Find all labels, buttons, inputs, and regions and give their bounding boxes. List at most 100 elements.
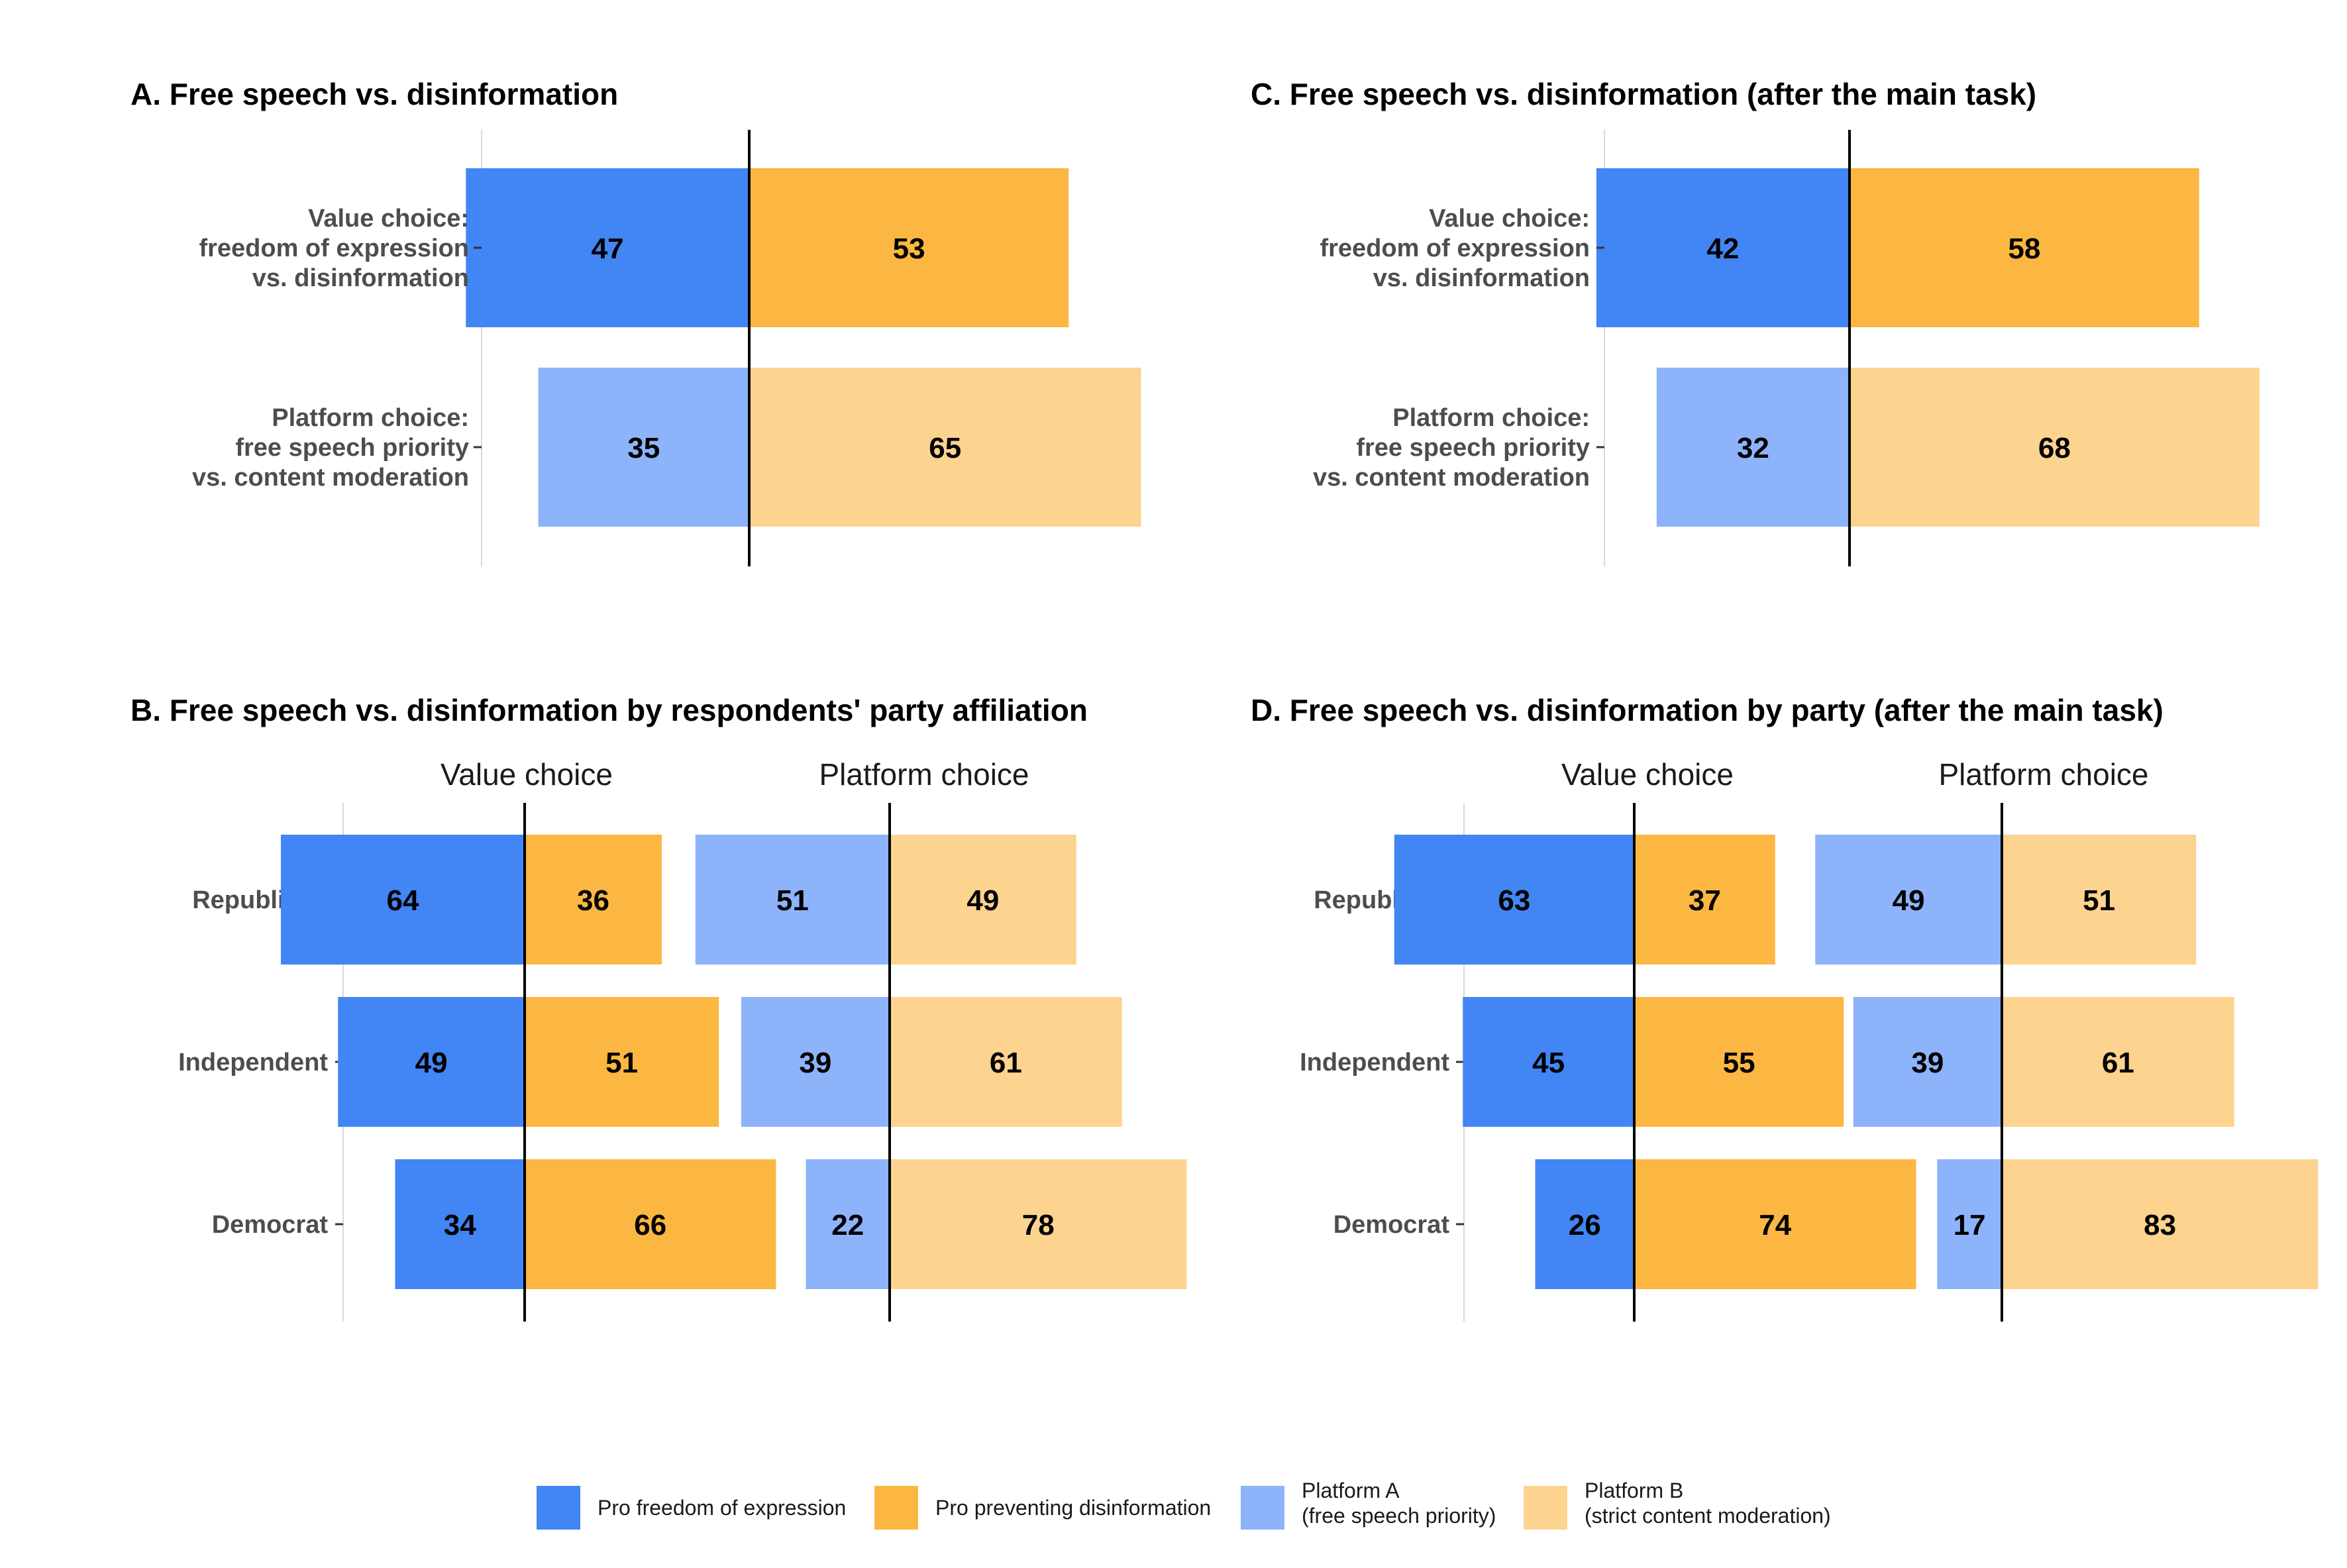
bar-left	[538, 368, 749, 527]
data-label: 34	[444, 1209, 476, 1241]
facet-title: Platform choice	[1938, 757, 2148, 792]
category-label: freedom of expression	[199, 235, 469, 262]
bar-right	[890, 1159, 1187, 1289]
data-label: 42	[1706, 233, 1739, 265]
legend-swatch	[874, 1486, 918, 1530]
data-label: 55	[1723, 1047, 1755, 1079]
facet: Value choice 64 36 49 51 34 66	[281, 757, 776, 1322]
bar-left	[281, 835, 525, 965]
bar-left	[466, 168, 749, 327]
legend-swatch	[1524, 1486, 1567, 1530]
data-label: 45	[1532, 1047, 1565, 1079]
data-label: 63	[1498, 884, 1530, 917]
data-label: 53	[893, 233, 925, 265]
legend-item: Platform A(free speech priority)	[1241, 1479, 1496, 1530]
data-label: 39	[1911, 1047, 1944, 1079]
data-label: 65	[929, 432, 961, 464]
data-label: 22	[831, 1209, 864, 1241]
data-label: 68	[2038, 432, 2071, 464]
category-label: vs. disinformation	[1373, 264, 1590, 292]
data-label: 51	[776, 884, 809, 917]
bar-left	[1853, 997, 2002, 1127]
bar-right	[525, 1159, 776, 1289]
bar-right	[1634, 835, 1775, 965]
bar-right	[2002, 1159, 2319, 1289]
data-label: 61	[2102, 1047, 2134, 1079]
data-label: 35	[627, 432, 660, 464]
facet-title: Platform choice	[819, 757, 1029, 792]
legend-label: Platform A	[1302, 1479, 1400, 1502]
bar-left	[1815, 835, 2002, 965]
bar-right	[749, 168, 1069, 327]
category-label: Platform choice:	[272, 404, 469, 432]
bar-left	[1656, 368, 1850, 527]
legend: Pro freedom of expression Pro preventing …	[537, 1479, 1831, 1530]
panel-title: C. Free speech vs. disinformation (after…	[1251, 77, 2036, 111]
data-label: 51	[2083, 884, 2115, 917]
data-label: 39	[799, 1047, 831, 1079]
bar-right	[890, 835, 1076, 965]
bar-left	[695, 835, 890, 965]
panel-b: B. Free speech vs. disinformation by res…	[130, 693, 1187, 1322]
bar-right	[1634, 997, 1844, 1127]
bar-left	[806, 1159, 890, 1289]
legend-label: Pro preventing disinformation	[935, 1496, 1211, 1520]
bar-left	[741, 997, 890, 1127]
legend-item: Pro freedom of expression	[537, 1486, 846, 1530]
facet-title: Value choice	[441, 757, 613, 792]
data-label: 32	[1737, 432, 1769, 464]
bar-right	[525, 997, 719, 1127]
panel-title: A. Free speech vs. disinformation	[130, 77, 618, 111]
data-label: 49	[1893, 884, 1925, 917]
data-label: 51	[605, 1047, 638, 1079]
category-label: freedom of expression	[1320, 235, 1590, 262]
bar-left	[1535, 1159, 1634, 1289]
panel-title: B. Free speech vs. disinformation by res…	[130, 693, 1088, 727]
category-label: Independent	[178, 1049, 328, 1076]
data-label: 37	[1689, 884, 1721, 917]
category-label: Platform choice:	[1392, 404, 1590, 432]
panel-title: D. Free speech vs. disinformation by par…	[1251, 693, 2164, 727]
category-label: vs. disinformation	[252, 264, 469, 292]
legend-label: (strict content moderation)	[1585, 1504, 1831, 1528]
data-label: 66	[634, 1209, 666, 1241]
facet-title: Value choice	[1561, 757, 1734, 792]
panel-d: D. Free speech vs. disinformation by par…	[1251, 693, 2319, 1322]
facet: Platform choice 49 51 39 61 17 83	[1815, 757, 2319, 1322]
bar-right	[1634, 1159, 1916, 1289]
category-label: Value choice:	[1429, 205, 1590, 233]
category-label: Democrat	[212, 1211, 329, 1239]
legend-label: (free speech priority)	[1302, 1504, 1496, 1528]
legend-item: Platform B(strict content moderation)	[1524, 1479, 1831, 1530]
facet: Value choice 63 37 45 55 26 74	[1394, 757, 1916, 1322]
bar-left	[1937, 1159, 2002, 1289]
data-label: 83	[2144, 1209, 2176, 1241]
panel-a: A. Free speech vs. disinformation 47 53 Val…	[130, 77, 1141, 566]
category-label: free speech priority	[235, 434, 469, 462]
bar-left	[1394, 835, 1634, 965]
data-label: 74	[1759, 1209, 1791, 1241]
bar-right	[890, 997, 1122, 1127]
data-label: 26	[1569, 1209, 1601, 1241]
data-label: 36	[577, 884, 609, 917]
facet: Platform choice 51 49 39 61 22 78	[695, 757, 1187, 1322]
category-label: free speech priority	[1356, 434, 1590, 462]
category-label: Value choice:	[308, 205, 469, 233]
bar-right	[2002, 997, 2234, 1127]
bar-right	[1850, 368, 2260, 527]
category-label: Democrat	[1333, 1211, 1450, 1239]
legend-item: Pro preventing disinformation	[874, 1486, 1211, 1530]
bar-right	[1850, 168, 2199, 327]
category-label: Independent	[1300, 1049, 1449, 1076]
data-label: 58	[2008, 233, 2040, 265]
data-label: 78	[1022, 1209, 1055, 1241]
legend-swatch	[537, 1486, 580, 1530]
bar-left	[395, 1159, 525, 1289]
bar-left	[1463, 997, 1634, 1127]
legend-label: Pro freedom of expression	[598, 1496, 846, 1520]
panel-c: C. Free speech vs. disinformation (after…	[1251, 77, 2260, 566]
category-label: vs. content moderation	[1313, 464, 1590, 492]
legend-swatch	[1241, 1486, 1284, 1530]
bar-right	[2002, 835, 2197, 965]
